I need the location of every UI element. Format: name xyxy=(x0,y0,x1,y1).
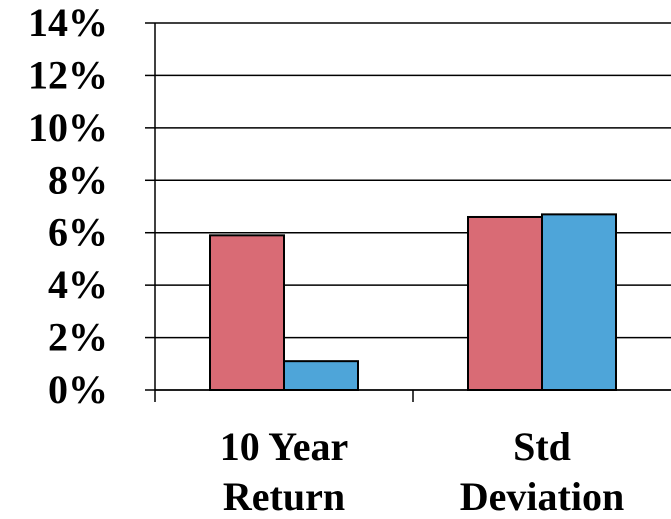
x-category-label: Return xyxy=(223,474,345,519)
x-category-label: 10 Year xyxy=(220,424,348,469)
y-tick-label: 6% xyxy=(48,210,108,255)
bar xyxy=(467,215,543,391)
y-tick-label: 14% xyxy=(28,0,108,45)
x-category-label: Std xyxy=(513,424,571,469)
y-tick-label: 2% xyxy=(48,315,108,360)
bars xyxy=(209,213,617,391)
y-tick-labels: 0% 2% 4% 6% 8% 10% 12% 14% xyxy=(28,0,108,412)
y-tick-label: 12% xyxy=(28,52,108,97)
x-category-labels: 10 Year Return Std Deviation xyxy=(220,424,624,519)
y-tick-label: 8% xyxy=(48,157,108,202)
y-tick-label: 10% xyxy=(28,105,108,150)
x-category-label: Deviation xyxy=(460,474,624,519)
y-tick-label: 4% xyxy=(48,262,108,307)
bar xyxy=(541,213,617,391)
y-tick-label: 0% xyxy=(48,367,108,412)
axes xyxy=(145,22,671,402)
bar xyxy=(283,360,359,391)
bar xyxy=(209,234,285,391)
